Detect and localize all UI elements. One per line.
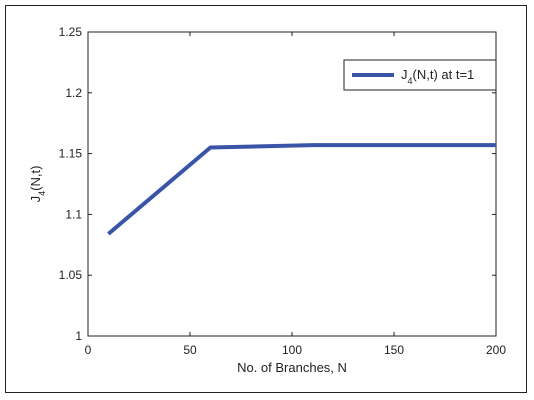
svg-text:J4(N,t): J4(N,t) bbox=[28, 166, 47, 203]
y-tick-label: 1.05 bbox=[59, 268, 83, 282]
y-tick-label: 1.15 bbox=[59, 147, 83, 161]
legend-label-rest: (N,t) at t=1 bbox=[413, 67, 475, 82]
y-tick-label: 1.25 bbox=[59, 25, 83, 39]
x-axis-label: No. of Branches, N bbox=[237, 360, 347, 375]
series-line bbox=[108, 145, 496, 234]
x-tick-label: 200 bbox=[486, 343, 506, 357]
y-axis-label: J4(N,t) bbox=[28, 166, 47, 203]
legend: J4(N,t) at t=1 bbox=[344, 60, 496, 90]
x-tick-label: 100 bbox=[282, 343, 302, 357]
x-tick-label: 150 bbox=[384, 343, 404, 357]
y-axis-label-rest: (N,t) bbox=[28, 166, 43, 191]
y-tick-label: 1.1 bbox=[65, 207, 82, 221]
x-tick-label: 0 bbox=[85, 343, 92, 357]
y-tick-label: 1.2 bbox=[65, 86, 82, 100]
x-tick-label: 50 bbox=[183, 343, 197, 357]
y-tick-label: 1 bbox=[75, 329, 82, 343]
series-layer bbox=[108, 145, 496, 234]
